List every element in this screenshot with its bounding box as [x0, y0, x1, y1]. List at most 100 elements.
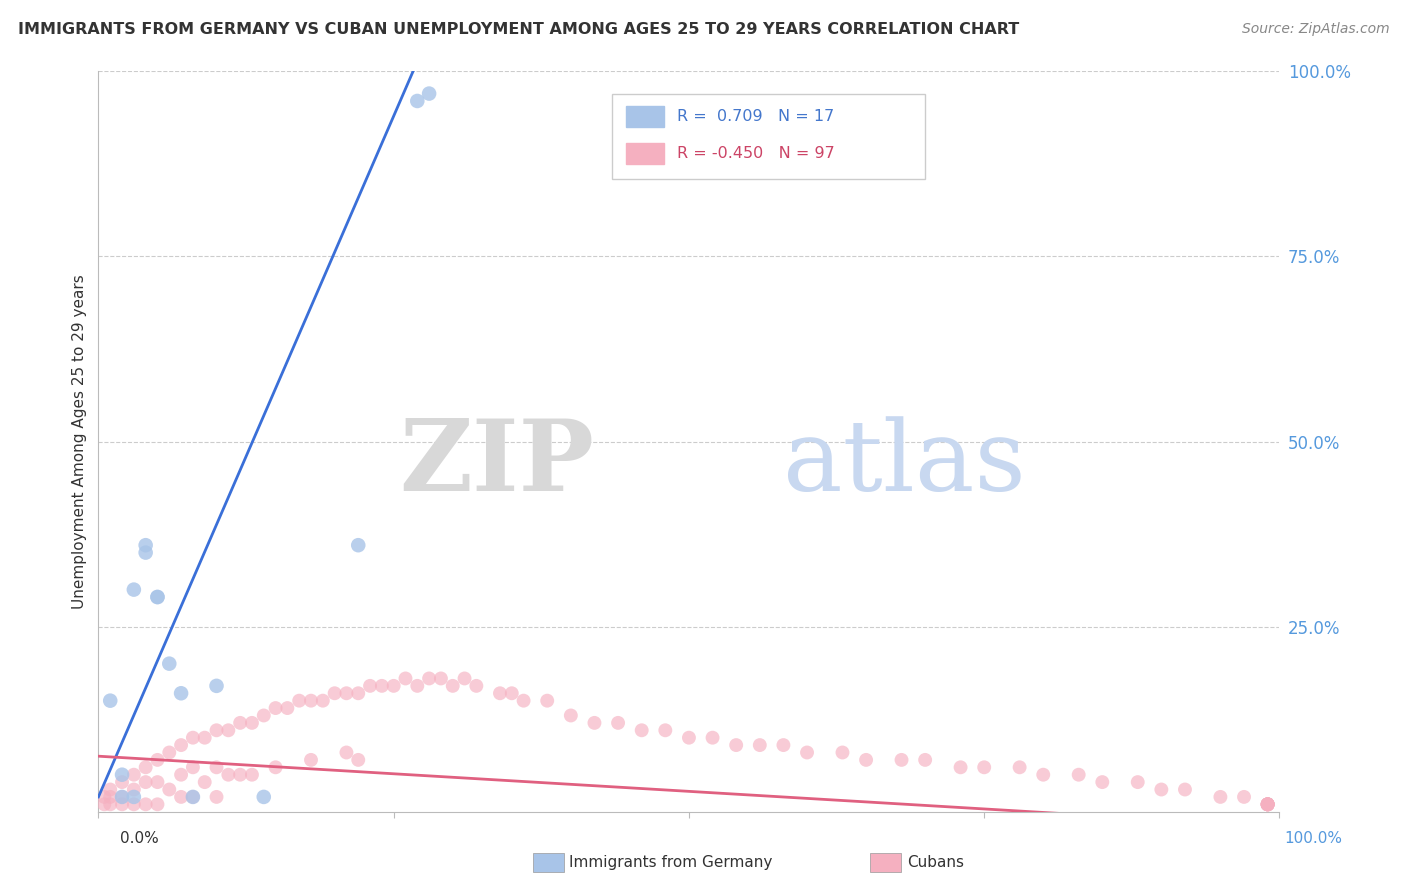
Point [98, 694, 121, 708]
Point [1008, 760, 1031, 774]
Point [157, 746, 180, 760]
Point [264, 701, 287, 715]
Point [441, 679, 464, 693]
Point [406, 94, 429, 108]
Point [240, 767, 263, 781]
Point [914, 753, 936, 767]
Text: ZIP: ZIP [399, 416, 595, 512]
Point [1150, 782, 1173, 797]
Point [748, 738, 770, 752]
Point [98, 797, 121, 812]
Y-axis label: Unemployment Among Ages 25 to 29 years: Unemployment Among Ages 25 to 29 years [72, 274, 87, 609]
Point [170, 738, 193, 752]
Point [217, 767, 239, 781]
Point [229, 715, 252, 730]
Point [135, 775, 157, 789]
FancyBboxPatch shape [612, 94, 925, 178]
Point [489, 686, 512, 700]
Point [430, 672, 453, 686]
Point [157, 782, 180, 797]
Text: IMMIGRANTS FROM GERMANY VS CUBAN UNEMPLOYMENT AMONG AGES 25 TO 29 YEARS CORRELAT: IMMIGRANTS FROM GERMANY VS CUBAN UNEMPLO… [18, 22, 1019, 37]
Point [1257, 797, 1279, 812]
Point [1126, 775, 1149, 789]
Point [1091, 775, 1114, 789]
Point [607, 715, 630, 730]
Point [347, 538, 370, 552]
Point [949, 760, 972, 774]
Point [98, 789, 121, 804]
Point [394, 672, 416, 686]
Point [135, 760, 157, 774]
Point [194, 731, 217, 745]
Point [181, 760, 204, 774]
Point [146, 590, 169, 604]
Point [146, 753, 169, 767]
Point [1067, 767, 1090, 781]
Point [170, 767, 193, 781]
Text: Immigrants from Germany: Immigrants from Germany [569, 855, 773, 870]
Text: Source: ZipAtlas.com: Source: ZipAtlas.com [1241, 22, 1389, 37]
Point [229, 767, 252, 781]
Point [1174, 782, 1197, 797]
Point [630, 723, 652, 738]
Point [1032, 767, 1054, 781]
Point [1257, 797, 1279, 812]
Point [323, 686, 346, 700]
Point [796, 746, 818, 760]
Point [93, 789, 115, 804]
Point [217, 723, 239, 738]
Point [359, 679, 381, 693]
Point [181, 731, 204, 745]
Point [135, 797, 157, 812]
Point [111, 789, 134, 804]
Point [205, 789, 228, 804]
Point [512, 694, 534, 708]
Text: atlas: atlas [783, 416, 1026, 512]
Point [382, 679, 405, 693]
Point [406, 679, 429, 693]
Point [122, 582, 145, 597]
Point [453, 672, 475, 686]
Point [205, 679, 228, 693]
Point [501, 686, 523, 700]
Point [135, 546, 157, 560]
Text: R =  0.709   N = 17: R = 0.709 N = 17 [678, 109, 834, 124]
Point [654, 723, 676, 738]
Text: Cubans: Cubans [907, 855, 965, 870]
Point [240, 715, 263, 730]
Point [1233, 789, 1256, 804]
Point [288, 694, 311, 708]
Point [335, 746, 357, 760]
Point [335, 686, 357, 700]
Point [371, 679, 394, 693]
Point [418, 87, 440, 101]
Point [93, 797, 115, 812]
Point [122, 767, 145, 781]
Point [299, 694, 322, 708]
Point [418, 672, 440, 686]
Point [312, 694, 335, 708]
Point [725, 738, 748, 752]
Bar [626, 106, 664, 127]
Point [1257, 797, 1279, 812]
Point [1257, 797, 1279, 812]
Point [98, 782, 121, 797]
Point [299, 753, 322, 767]
Text: 0.0%: 0.0% [120, 831, 159, 846]
Point [702, 731, 724, 745]
Point [111, 767, 134, 781]
Point [855, 753, 877, 767]
Point [1257, 797, 1279, 812]
Point [157, 657, 180, 671]
Point [831, 746, 853, 760]
Point [146, 775, 169, 789]
Point [347, 753, 370, 767]
Text: R = -0.450   N = 97: R = -0.450 N = 97 [678, 146, 835, 161]
Point [122, 782, 145, 797]
Point [890, 753, 912, 767]
Point [111, 797, 134, 812]
Point [111, 775, 134, 789]
Point [465, 679, 488, 693]
Point [276, 701, 298, 715]
Point [264, 760, 287, 774]
